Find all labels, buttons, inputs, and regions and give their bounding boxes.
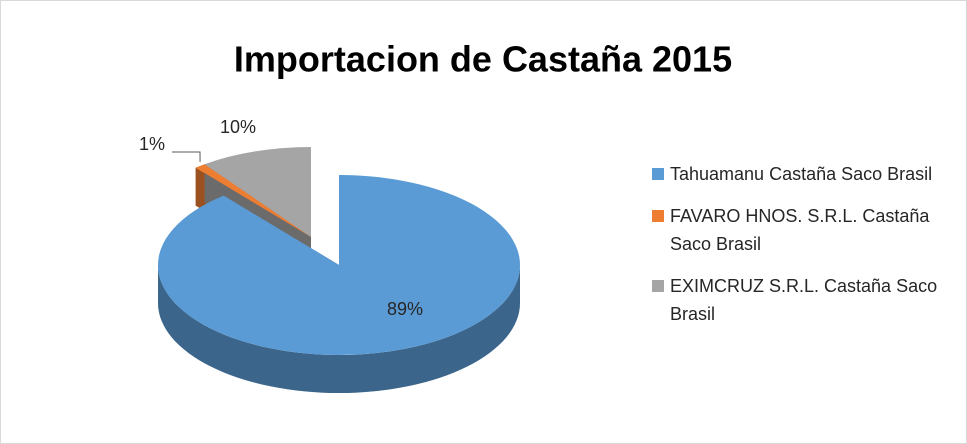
slice <box>204 147 311 237</box>
slice-shade <box>158 265 520 393</box>
legend-item: FAVARO HNOS. S.R.L. Castaña Saco Brasil <box>652 202 952 258</box>
legend-swatch <box>652 210 664 222</box>
leader-line <box>172 151 201 162</box>
legend-label: Tahuamanu Castaña Saco Brasil <box>670 164 933 184</box>
legend-label: FAVARO HNOS. S.R.L. Castaña Saco Brasil <box>670 206 930 254</box>
legend-item: EXIMCRUZ S.R.L. Castaña Saco Brasil <box>652 272 952 328</box>
legend: Tahuamanu Castaña Saco Brasil FAVARO HNOS… <box>652 160 952 342</box>
chart-title: Importacion de Castaña 2015 <box>234 39 732 80</box>
slice-side <box>158 265 520 393</box>
legend-swatch <box>652 280 664 292</box>
data-label: 89% <box>387 299 423 319</box>
legend-label: EXIMCRUZ S.R.L. Castaña Saco Brasil <box>670 276 938 324</box>
data-label: 10% <box>220 117 256 137</box>
slice <box>158 175 521 355</box>
legend-swatch <box>652 168 664 180</box>
legend-item: Tahuamanu Castaña Saco Brasil <box>652 160 952 188</box>
data-label: 1% <box>139 134 165 154</box>
slice <box>195 164 311 237</box>
